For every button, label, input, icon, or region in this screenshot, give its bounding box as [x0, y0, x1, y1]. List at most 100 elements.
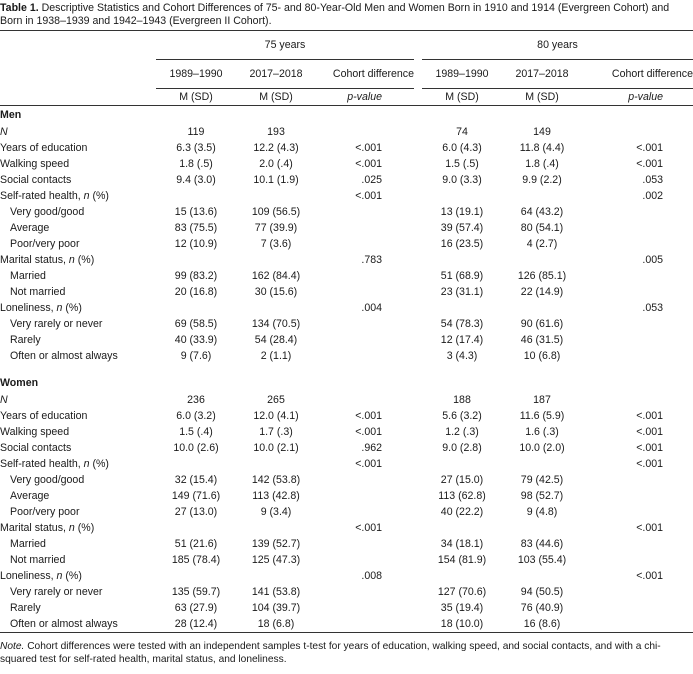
- table-row: Self-rated health, n (%) <.001 <.001: [0, 456, 693, 472]
- cell-75-pvalue: [316, 536, 414, 552]
- row-label: Average: [10, 490, 50, 502]
- row-label: Walking speed: [0, 426, 70, 438]
- cell-80-1989: [422, 568, 502, 584]
- gap: [414, 236, 422, 252]
- cell-80-pvalue: [582, 504, 693, 520]
- table-caption: Table 1. Descriptive Statistics and Coho…: [0, 2, 690, 28]
- gap: [414, 440, 422, 456]
- cell-80-pvalue: .053: [642, 302, 663, 314]
- table-row: Not married 185 (78.4) 125 (47.3) 154 (81.9…: [0, 552, 693, 568]
- cell-80-1989: 188: [453, 394, 471, 406]
- cell-75-1989: 51 (21.6): [174, 538, 218, 550]
- cell-75-1989: 12 (10.9): [174, 238, 218, 250]
- cell-75-2017: 193: [267, 126, 285, 138]
- cell-75-1989: 9 (7.6): [180, 350, 212, 362]
- header-row-period: 1989–1990 2017–2018 Cohort difference 19…: [0, 59, 693, 89]
- cell-75-2017: [236, 520, 316, 536]
- cell-75-1989: 99 (83.2): [174, 270, 218, 282]
- cell-75-pvalue: <.001: [355, 142, 382, 154]
- section-title: Women: [0, 377, 39, 389]
- cell-80-pvalue: [582, 268, 693, 284]
- cell-75-2017: 30 (15.6): [254, 286, 298, 298]
- cell-80-2017: 149: [533, 126, 551, 138]
- cell-75-2017: 125 (47.3): [251, 554, 301, 566]
- cell-80-pvalue: [582, 552, 693, 568]
- cell-80-pvalue: [582, 348, 693, 364]
- row-label: Poor/very poor: [10, 238, 80, 250]
- cell-75-pvalue: .008: [361, 570, 382, 582]
- row-label: Marital status, n (%): [0, 252, 156, 268]
- cell-80-2017: 103 (55.4): [517, 554, 567, 566]
- row-label-suffix: (%): [89, 190, 109, 202]
- cell-80-1989: [422, 456, 502, 472]
- row-label: Marital status, n (%): [0, 520, 156, 536]
- cell-75-1989: [156, 300, 236, 316]
- table-row: Very rarely or never 69 (58.5) 134 (70.5) 5…: [0, 316, 693, 332]
- cell-80-pvalue: [582, 536, 693, 552]
- cell-75-pvalue: [316, 268, 414, 284]
- cell-75-2017: 54 (28.4): [254, 334, 298, 346]
- header-75-years: 75 years: [156, 30, 414, 60]
- row-label: Not married: [10, 554, 66, 566]
- cell-75-2017: 2 (1.1): [260, 350, 292, 362]
- cell-80-pvalue: <.001: [636, 458, 663, 470]
- gap: [414, 488, 422, 504]
- cell-75-1989: 135 (59.7): [171, 586, 221, 598]
- cell-75-pvalue: [316, 504, 414, 520]
- cell-75-2017: 141 (53.8): [251, 586, 301, 598]
- cell-80-2017: 10.0 (2.0): [519, 442, 565, 454]
- cell-80-2017: 94 (50.5): [520, 586, 564, 598]
- cell-80-2017: 79 (42.5): [520, 474, 564, 486]
- cell-80-1989: 1.2 (.3): [445, 426, 479, 438]
- gap: [414, 552, 422, 568]
- cell-80-pvalue: [582, 220, 693, 236]
- gap: [414, 284, 422, 300]
- gap: [414, 156, 422, 172]
- cell-80-pvalue: <.001: [636, 158, 663, 170]
- cell-75-2017: 265: [267, 394, 285, 406]
- cell-75-2017: 104 (39.7): [251, 602, 301, 614]
- section-header: Men: [0, 106, 693, 125]
- cell-80-2017: 64 (43.2): [520, 206, 564, 218]
- header-msd: M (SD): [502, 88, 582, 106]
- cell-75-1989: 69 (58.5): [174, 318, 218, 330]
- cell-80-1989: 154 (81.9): [437, 554, 487, 566]
- gap: [414, 204, 422, 220]
- cell-80-pvalue: [582, 332, 693, 348]
- header-msd: M (SD): [236, 88, 316, 106]
- cell-75-2017: [236, 568, 316, 584]
- cell-75-2017: 162 (84.4): [251, 270, 301, 282]
- cell-80-pvalue: [582, 472, 693, 488]
- cell-75-pvalue: [316, 204, 414, 220]
- cell-75-2017: 18 (6.8): [236, 616, 316, 633]
- cell-75-pvalue: .004: [361, 302, 382, 314]
- row-label: Often or almost always: [10, 350, 118, 362]
- row-label: Rarely: [10, 602, 41, 614]
- gap: [414, 616, 422, 633]
- cell-75-pvalue: <.001: [355, 190, 382, 202]
- gap: [414, 332, 422, 348]
- cell-75-1989: 1.8 (.5): [179, 158, 213, 170]
- cell-80-2017: 11.8 (4.4): [519, 142, 565, 154]
- cell-75-2017: 142 (53.8): [251, 474, 301, 486]
- cell-75-2017: [236, 252, 316, 268]
- row-label-text: Loneliness,: [0, 302, 57, 314]
- cell-75-pvalue: [316, 236, 414, 252]
- table-row: N 119 193 74 149: [0, 124, 693, 140]
- cell-80-pvalue: <.001: [636, 442, 663, 454]
- cell-75-2017: 139 (52.7): [251, 538, 301, 550]
- row-label-n: n: [68, 522, 75, 534]
- cell-75-2017: 1.7 (.3): [259, 426, 293, 438]
- note-text: Cohort differences were tested with an i…: [0, 641, 661, 665]
- cell-80-1989: 54 (78.3): [440, 318, 484, 330]
- header-msd: M (SD): [156, 88, 236, 106]
- gap: [414, 600, 422, 616]
- cell-75-2017: 10.1 (1.9): [253, 174, 299, 186]
- header-row-stat: M (SD) M (SD) p-value M (SD) M (SD) p-va…: [0, 88, 693, 106]
- cell-75-1989: 149 (71.6): [171, 490, 221, 502]
- cell-75-1989: [156, 456, 236, 472]
- table-row: Very good/good 32 (15.4) 142 (53.8) 27 (15.…: [0, 472, 693, 488]
- descriptive-statistics-table: 75 years 80 years 1989–1990 2017–2018 Co…: [0, 30, 693, 633]
- table-row: Years of education 6.0 (3.2) 12.0 (4.1) <.0…: [0, 408, 693, 424]
- cell-75-pvalue: <.001: [355, 426, 382, 438]
